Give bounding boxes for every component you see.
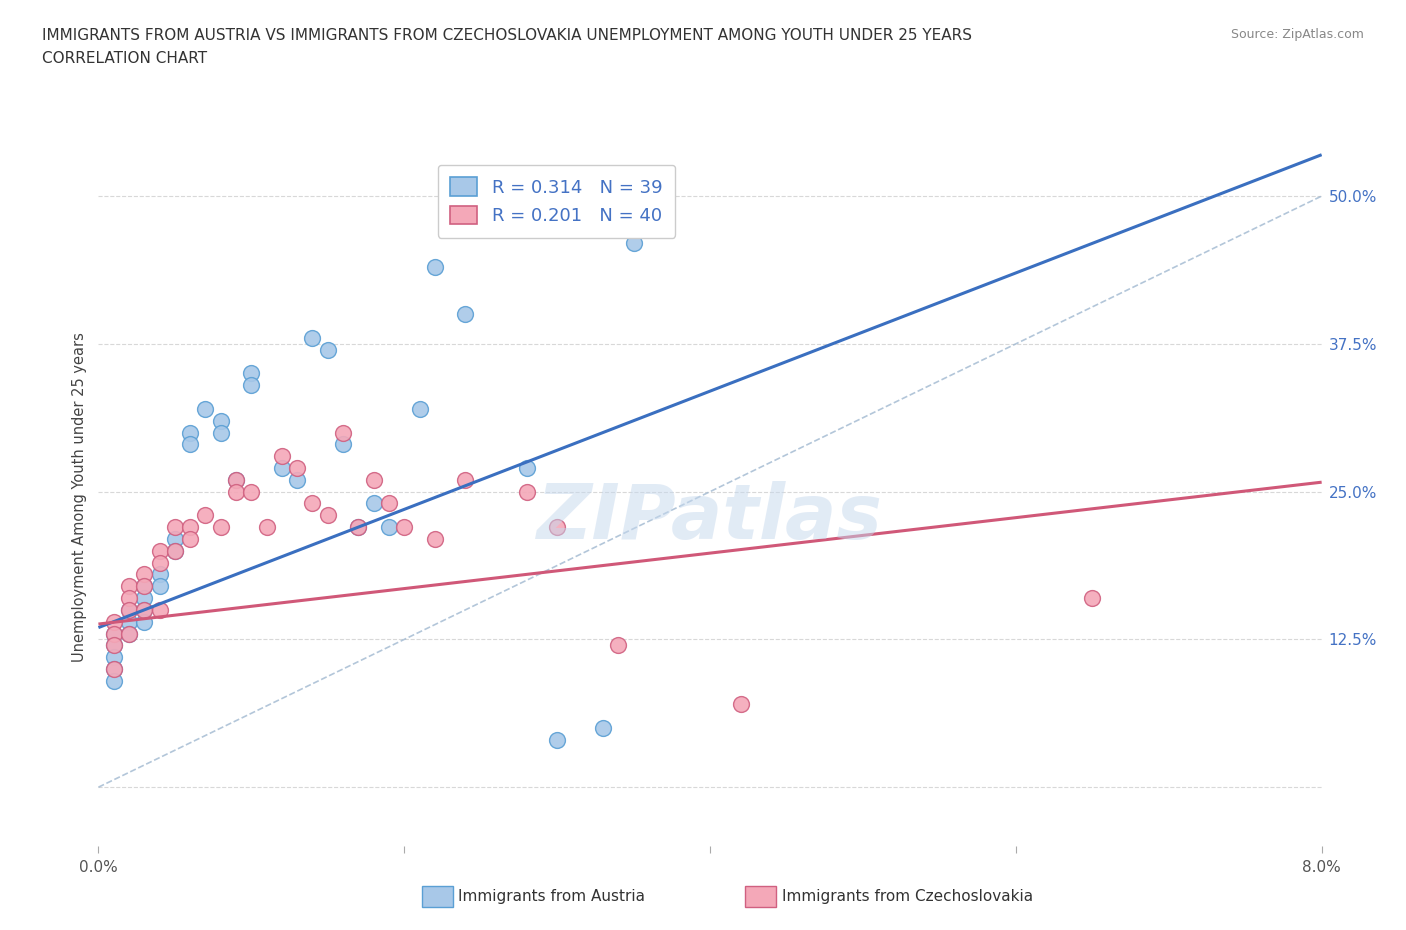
Point	[209, 413, 232, 428]
Point	[240, 485, 263, 499]
Legend: R = 0.314   N = 39, R = 0.201   N = 40: R = 0.314 N = 39, R = 0.201 N = 40	[437, 165, 675, 238]
Point	[118, 603, 141, 618]
Point	[103, 673, 125, 688]
Point	[546, 520, 568, 535]
Point	[392, 520, 416, 535]
Point	[270, 460, 294, 475]
Point	[118, 614, 141, 629]
Text: CORRELATION CHART: CORRELATION CHART	[42, 51, 207, 66]
Point	[546, 733, 568, 748]
Point	[149, 567, 172, 582]
Point	[316, 342, 339, 357]
Point	[194, 508, 217, 523]
Point	[270, 449, 294, 464]
Text: IMMIGRANTS FROM AUSTRIA VS IMMIGRANTS FROM CZECHOSLOVAKIA UNEMPLOYMENT AMONG YOU: IMMIGRANTS FROM AUSTRIA VS IMMIGRANTS FR…	[42, 28, 972, 43]
Point	[149, 555, 172, 570]
Point	[423, 531, 446, 546]
Y-axis label: Unemployment Among Youth under 25 years: Unemployment Among Youth under 25 years	[72, 333, 87, 662]
Point	[149, 543, 172, 558]
Point	[118, 578, 141, 593]
Point	[454, 472, 477, 487]
Point	[103, 650, 125, 665]
Text: Immigrants from Czechoslovakia: Immigrants from Czechoslovakia	[782, 889, 1033, 904]
Point	[163, 543, 186, 558]
Point	[378, 520, 401, 535]
Point	[149, 578, 172, 593]
Point	[730, 697, 752, 711]
Point	[607, 638, 630, 653]
Point	[163, 531, 186, 546]
Point	[378, 496, 401, 511]
Point	[209, 520, 232, 535]
Point	[516, 460, 538, 475]
Point	[301, 496, 323, 511]
Point	[118, 626, 141, 641]
Point	[179, 520, 201, 535]
Point	[179, 531, 201, 546]
Point	[149, 603, 172, 618]
Point	[301, 330, 323, 345]
Point	[134, 614, 156, 629]
Point	[179, 425, 201, 440]
Point	[103, 614, 125, 629]
Point	[623, 236, 645, 251]
Point	[118, 626, 141, 641]
Point	[179, 437, 201, 452]
Point	[103, 661, 125, 676]
Point	[225, 472, 247, 487]
Point	[332, 425, 354, 440]
Point	[163, 520, 186, 535]
Point	[209, 425, 232, 440]
Point	[103, 626, 125, 641]
Point	[118, 603, 141, 618]
Point	[134, 603, 156, 618]
Point	[134, 603, 156, 618]
Point	[408, 402, 430, 417]
Point	[316, 508, 339, 523]
Point	[103, 638, 125, 653]
Point	[134, 578, 156, 593]
Point	[240, 366, 263, 381]
Point	[134, 591, 156, 605]
Point	[103, 626, 125, 641]
Point	[240, 378, 263, 392]
Point	[592, 721, 614, 736]
Point	[194, 402, 217, 417]
Point	[363, 472, 385, 487]
Point	[134, 578, 156, 593]
Text: Immigrants from Austria: Immigrants from Austria	[458, 889, 645, 904]
Point	[347, 520, 370, 535]
Text: ZIPatlas: ZIPatlas	[537, 482, 883, 555]
Point	[118, 591, 141, 605]
Text: Source: ZipAtlas.com: Source: ZipAtlas.com	[1230, 28, 1364, 41]
Point	[163, 543, 186, 558]
Point	[347, 520, 370, 535]
Point	[103, 638, 125, 653]
Point	[423, 259, 446, 274]
Point	[134, 567, 156, 582]
Point	[225, 485, 247, 499]
Point	[285, 460, 308, 475]
Point	[256, 520, 278, 535]
Point	[103, 661, 125, 676]
Point	[225, 472, 247, 487]
Point	[363, 496, 385, 511]
Point	[332, 437, 354, 452]
Point	[454, 307, 477, 322]
Point	[285, 472, 308, 487]
Point	[1081, 591, 1104, 605]
Point	[516, 485, 538, 499]
